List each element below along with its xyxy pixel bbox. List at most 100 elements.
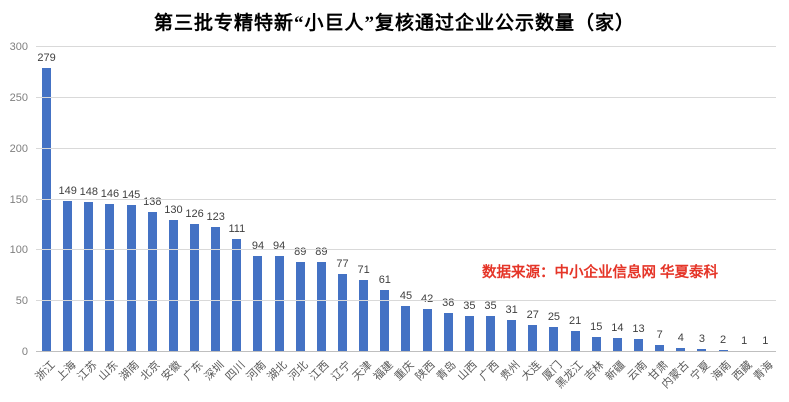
value-label: 25 (547, 310, 561, 323)
bar (676, 347, 686, 352)
bar-group: 31 贵州 (498, 47, 522, 383)
bar-group: 13 云南 (625, 47, 649, 383)
bar (507, 320, 517, 352)
gridline (36, 96, 776, 98)
bar (359, 279, 369, 352)
bar-group: 21 黑龙江 (554, 47, 586, 391)
bar-group: 89 河北 (287, 47, 311, 384)
bars-container: 279 浙江 149 上海 148 江苏 146 山东 145 湖南 138 北京 130 安徽 126 广东… (33, 47, 776, 391)
bar (42, 68, 52, 352)
value-label: 89 (294, 245, 307, 258)
value-label: 21 (568, 314, 582, 327)
bar-group: 126 广东 (181, 47, 205, 383)
bar-group: 71 天津 (350, 47, 374, 383)
value-label: 148 (79, 185, 99, 198)
bar (295, 261, 305, 352)
y-tick-label: 50 (15, 295, 28, 308)
gridline (36, 198, 776, 200)
bar (253, 256, 263, 352)
bar-group: 38 青岛 (435, 47, 459, 383)
bar-group: 77 辽宁 (329, 47, 353, 383)
y-tick-label: 250 (9, 91, 28, 104)
y-tick-label: 300 (9, 41, 28, 53)
bar-group: 138 北京 (139, 47, 163, 383)
y-tick-label: 0 (21, 346, 28, 358)
value-label: 146 (100, 187, 120, 200)
y-tick-label: 200 (9, 142, 28, 155)
value-label: 279 (37, 52, 56, 65)
bar (274, 256, 284, 352)
y-tick-label: 100 (9, 244, 28, 257)
bar-group: 27 大连 (519, 47, 543, 384)
value-label: 35 (463, 300, 476, 313)
bar-group: 35 广西 (477, 47, 501, 383)
bar (84, 201, 94, 352)
value-label: 138 (143, 195, 162, 208)
value-label: 15 (590, 320, 603, 333)
chart-title: 第三批专精特新“小巨人”复核通过企业公示数量（家） (153, 13, 635, 34)
value-label: 126 (185, 207, 204, 220)
value-label: 31 (505, 304, 518, 317)
bar-group: 89 江西 (308, 47, 332, 384)
value-label: 145 (121, 188, 141, 201)
gridline (36, 249, 776, 251)
value-label: 1 (741, 334, 748, 347)
plot-area: 279 浙江 149 上海 148 江苏 146 山东 145 湖南 138 北京 130 安徽 126 广东… (33, 46, 776, 391)
gridline (36, 46, 776, 47)
bar (338, 273, 348, 352)
value-label: 7 (656, 328, 663, 341)
value-label: 94 (272, 240, 286, 253)
bar (697, 348, 707, 352)
bar-group: 42 陕西 (414, 47, 438, 383)
bar-group: 94 河南 (245, 47, 269, 383)
bar-group: 1 西藏 (731, 47, 755, 383)
bar (422, 309, 432, 352)
value-label: 130 (164, 203, 183, 216)
bar (464, 316, 474, 352)
bar-group: 123 深圳 (202, 47, 226, 383)
bar-group: 3 宁夏 (689, 47, 713, 383)
value-label: 38 (442, 297, 455, 310)
value-label: 89 (315, 245, 328, 258)
gridline (36, 147, 776, 149)
value-label: 14 (611, 321, 624, 334)
bar (380, 289, 390, 352)
value-label: 1 (762, 334, 769, 347)
bar-group: 61 福建 (371, 47, 395, 383)
bar (63, 200, 73, 352)
bar-group: 145 湖南 (118, 47, 142, 384)
bar-group: 45 重庆 (393, 47, 417, 383)
bar (168, 219, 178, 352)
bar (105, 203, 115, 352)
bar-group: 279 浙江 (33, 47, 57, 383)
gridline (36, 300, 776, 302)
bar (570, 330, 580, 352)
y-tick-label: 150 (9, 193, 28, 206)
bar (612, 337, 622, 352)
bar-group: 4 内蒙古 (660, 47, 692, 391)
value-label: 4 (677, 331, 684, 344)
bar-group: 1 青海 (752, 47, 776, 383)
bar (718, 349, 728, 352)
value-label: 27 (526, 308, 539, 321)
bar (486, 316, 496, 352)
bar (401, 306, 411, 352)
value-label: 45 (399, 290, 413, 303)
bar-group: 14 新疆 (604, 47, 628, 383)
bar (549, 326, 559, 352)
bar-group: 111 四川 (223, 47, 247, 383)
bar (443, 313, 453, 352)
value-label: 111 (228, 223, 246, 236)
bar-group: 146 山东 (97, 47, 121, 384)
bar-group: 25 厦门 (541, 47, 565, 384)
value-label: 2 (720, 333, 727, 346)
bar-group: 35 山西 (456, 47, 480, 383)
category-label: 青海 (751, 359, 776, 384)
bar-group: 149 上海 (54, 47, 78, 384)
value-label: 61 (378, 273, 391, 286)
bar (126, 204, 136, 352)
value-label: 3 (698, 332, 705, 345)
value-label: 94 (251, 240, 265, 253)
bar (634, 338, 643, 352)
